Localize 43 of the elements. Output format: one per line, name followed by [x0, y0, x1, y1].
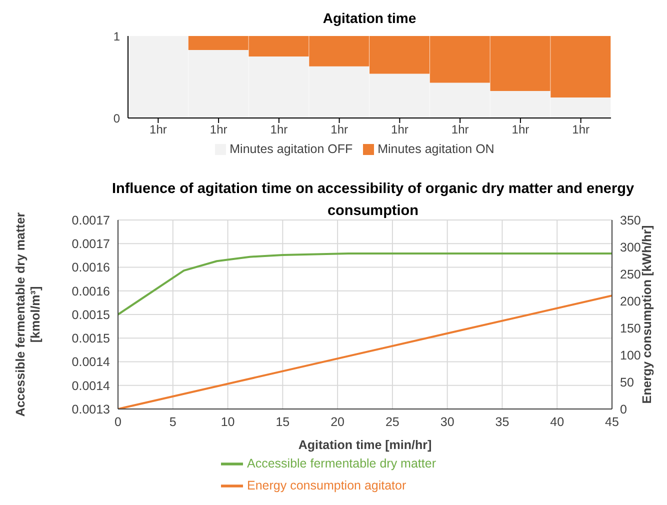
y-tick-label: 0.0017 — [72, 213, 110, 228]
x-tick-label: 30 — [440, 414, 454, 429]
chart-title: Agitation time — [322, 10, 418, 26]
legend-label: Accessible fermentable dry matter — [247, 456, 436, 470]
y2-tick-label: 300 — [620, 240, 641, 254]
x-tick-label: 15 — [276, 414, 290, 429]
x-axis-title: Agitation time [min/hr] — [298, 438, 432, 452]
y2-tick-label: 150 — [620, 321, 641, 336]
y-axis-title: Accessible fermentable dry matter [kmol/m³] — [14, 212, 42, 417]
y2-tick-label: 250 — [620, 267, 641, 282]
y-tick-label: 0.0016 — [72, 284, 110, 298]
x-tick-label: 40 — [550, 414, 564, 429]
legend-label: Minutes agitation ON — [378, 142, 494, 156]
y2-axis-title: Energy consumption [kWh/hr] — [640, 225, 654, 404]
y-tick-label: 0.0017 — [72, 237, 110, 252]
y2-tick-label: 100 — [620, 348, 641, 362]
x-tick-label: 45 — [605, 414, 619, 429]
x-tick-label: 1hr — [210, 122, 228, 137]
y-tick-label: 0.0015 — [72, 308, 110, 322]
y2-tick-label: 50 — [620, 375, 634, 390]
x-tick-label: 1hr — [391, 122, 408, 137]
x-tick-label: 1hr — [270, 122, 288, 137]
y-tick-label: 0.0016 — [72, 260, 110, 275]
legend-label: Energy consumption agitator — [247, 478, 406, 492]
x-tick-label: 1hr — [451, 122, 469, 137]
x-tick-label: 25 — [385, 414, 400, 429]
y2-tick-label: 0 — [620, 402, 627, 416]
x-tick-label: 1hr — [150, 122, 167, 137]
x-tick-label: 1hr — [512, 122, 530, 137]
y2-tick-label: 200 — [620, 294, 641, 308]
x-tick-label: 20 — [330, 414, 345, 429]
x-tick-label: 5 — [169, 414, 176, 429]
line-series — [118, 252, 612, 316]
x-tick-label: 35 — [495, 414, 510, 429]
legend-label: Minutes agitation OFF — [230, 142, 353, 156]
y-tick-label: 1 — [113, 29, 120, 44]
y-tick-label: 0.0013 — [72, 402, 110, 416]
y-tick-label: 0.0015 — [72, 332, 110, 346]
y-tick-label: 0.0014 — [72, 378, 110, 393]
x-tick-label: 1hr — [572, 122, 590, 137]
x-tick-label: 10 — [220, 414, 235, 429]
x-tick-label: 1hr — [330, 122, 348, 137]
y-tick-label: 0.0014 — [72, 355, 110, 370]
